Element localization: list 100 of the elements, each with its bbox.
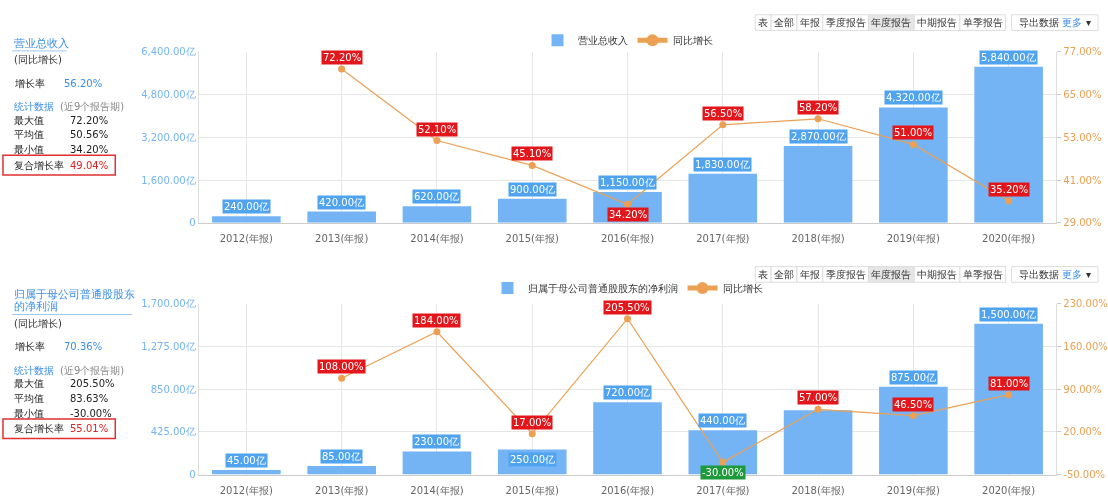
y-tick-label: 1,600.00亿 — [141, 174, 196, 186]
x-tick-label: 2016(年报) — [600, 232, 655, 244]
text: 复合增长率 — [14, 160, 64, 171]
bar — [879, 107, 948, 223]
point — [814, 405, 822, 413]
data-label: 900.00亿 — [510, 184, 555, 195]
text: ▾ — [1086, 17, 1092, 28]
y2-tick-label: 41.00% — [1063, 174, 1102, 186]
y-tick-label: 0 — [189, 469, 196, 481]
x-tick-label: 2017(年报) — [696, 232, 750, 244]
data-label: 46.50% — [894, 399, 933, 410]
y2-tick-label: 53.00% — [1063, 131, 1102, 143]
text: 单季报告 — [963, 269, 1003, 280]
bar — [402, 451, 472, 475]
x-tick-label: 2012(年报) — [219, 484, 274, 496]
text: (同比增长) — [14, 318, 62, 329]
legend-label: 归属于母公司普通股股东的净利润 — [527, 283, 678, 295]
point — [338, 65, 346, 73]
point — [719, 121, 727, 129]
y2-tick-label: 29.00% — [1063, 217, 1102, 229]
bar — [783, 146, 853, 223]
point — [909, 412, 917, 420]
data-label: 5,840.00亿 — [981, 52, 1036, 63]
text: 83.63% — [70, 393, 109, 404]
text: 导出数据 — [1019, 17, 1059, 28]
y2-tick-label: 90.00% — [1063, 383, 1102, 395]
data-label: 230.00亿 — [414, 436, 459, 447]
text: 全部 — [774, 269, 794, 280]
text: 表 — [758, 17, 768, 28]
data-label: 34.20% — [609, 209, 648, 220]
y-tick-label: 1,700.00亿 — [141, 298, 196, 310]
text: 季度报告 — [826, 17, 866, 28]
data-label: -30.00% — [702, 467, 744, 478]
text: 最大值 — [14, 115, 44, 126]
y2-tick-label: 65.00% — [1063, 89, 1102, 101]
y-tick-label: 850.00亿 — [150, 383, 196, 395]
x-tick-label: 2015(年报) — [505, 484, 559, 496]
text: 最大值 — [14, 378, 44, 389]
bar — [783, 410, 853, 475]
text: -30.00% — [70, 408, 112, 419]
data-label: 2,870.00亿 — [791, 131, 846, 142]
data-label: 1,500.00亿 — [981, 309, 1036, 320]
x-tick-label: 2014(年报) — [410, 232, 464, 244]
y2-tick-label: -50.00% — [1063, 469, 1106, 481]
data-label: 440.00亿 — [700, 415, 745, 426]
text: 统计数据 — [14, 365, 54, 376]
x-tick-label: 2019(年报) — [886, 484, 941, 496]
point — [1005, 391, 1013, 399]
text: 50.56% — [70, 129, 109, 140]
text: 统计数据 — [14, 101, 54, 112]
data-label: 620.00亿 — [414, 191, 459, 202]
data-label: 35.20% — [990, 184, 1029, 195]
y-tick-label: 6,400.00亿 — [141, 46, 196, 58]
data-label: 57.00% — [799, 392, 838, 403]
x-tick-label: 2019(年报) — [886, 232, 941, 244]
text: 最小值 — [14, 144, 44, 155]
y-tick-label: 425.00亿 — [150, 426, 196, 438]
text: 更多 — [1062, 17, 1082, 28]
x-tick-label: 2013(年报) — [315, 232, 369, 244]
data-label: 85.00亿 — [322, 451, 361, 462]
data-label: 240.00亿 — [224, 201, 269, 212]
data-label: 45.00亿 — [227, 455, 266, 466]
x-tick-label: 2020(年报) — [982, 484, 1036, 496]
y2-tick-label: 160.00% — [1063, 340, 1108, 352]
point — [624, 315, 632, 323]
text: 单季报告 — [963, 17, 1003, 28]
point — [528, 430, 536, 438]
text: ▾ — [1086, 269, 1092, 280]
text: 更多 — [1062, 269, 1082, 280]
x-tick-label: 2017(年报) — [696, 484, 750, 496]
text: 年报 — [800, 17, 820, 28]
data-label: 420.00亿 — [319, 197, 364, 208]
point — [624, 200, 632, 208]
data-label: 875.00亿 — [891, 372, 936, 383]
text: 平均值 — [14, 129, 44, 140]
data-label: 108.00% — [319, 361, 364, 372]
data-label: 205.50% — [605, 302, 650, 313]
legend-label: 营业总收入 — [577, 35, 628, 47]
data-label: 1,830.00亿 — [695, 159, 750, 170]
text: 导出数据 — [1019, 269, 1059, 280]
text: 49.04% — [70, 160, 109, 171]
data-label: 52.10% — [418, 124, 457, 135]
bar — [593, 402, 662, 475]
x-tick-label: 2020(年报) — [982, 232, 1036, 244]
text: 平均值 — [14, 393, 44, 404]
text: 70.36% — [64, 341, 103, 352]
data-label: 250.00亿 — [510, 454, 555, 465]
point — [433, 137, 441, 144]
bar — [974, 66, 1043, 223]
text: 56.20% — [64, 78, 103, 89]
bar — [688, 173, 758, 223]
point — [909, 140, 917, 148]
text: 205.50% — [70, 378, 115, 389]
bar — [974, 323, 1043, 475]
text: 归属于母公司普通股股东的净利润 — [14, 288, 135, 313]
text: 中期报告 — [917, 17, 957, 28]
data-label: 45.10% — [513, 148, 552, 159]
y2-tick-label: 77.00% — [1063, 46, 1102, 58]
text: (近9个报告期) — [60, 365, 125, 376]
data-label: 17.00% — [513, 417, 552, 428]
